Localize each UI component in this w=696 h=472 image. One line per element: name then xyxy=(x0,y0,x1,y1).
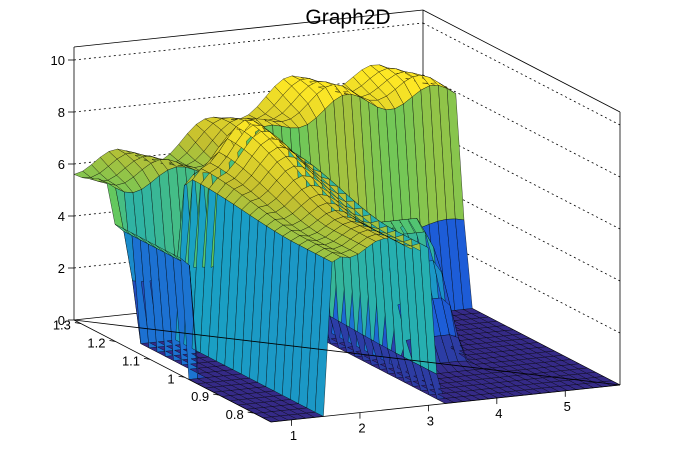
x-tick-label: 5 xyxy=(564,399,571,414)
y-tick-label: 1.1 xyxy=(122,353,140,368)
y-tick-mark xyxy=(213,393,220,396)
axes-layer xyxy=(68,47,621,426)
y-tick-label: 1.2 xyxy=(87,335,105,350)
right-wall-grid-line xyxy=(422,74,621,178)
y-tick-mark xyxy=(178,375,185,378)
y-tick-mark xyxy=(143,357,151,360)
z-tick-label: 2 xyxy=(58,261,65,276)
x-tick-labels: 1 2 3 4 5 xyxy=(290,399,571,443)
x-tick-label: 1 xyxy=(290,428,297,443)
back-wall-top-edge xyxy=(73,9,424,48)
z-tick-labels: 0 2 4 6 8 10 xyxy=(51,53,65,328)
y-tick-mark xyxy=(109,340,116,342)
floor-diagonal xyxy=(73,319,621,386)
y-tick-mark xyxy=(247,411,254,414)
back-wall-grid-line xyxy=(73,22,424,61)
y-tick-label: 1 xyxy=(167,371,174,386)
y-tick-label: 0.9 xyxy=(191,389,209,404)
y-tick-label: 0.8 xyxy=(226,407,244,422)
y-tick-mark xyxy=(74,322,81,324)
x-tick-label: 3 xyxy=(427,413,434,428)
y-tick-label: 1.3 xyxy=(53,318,71,333)
x-tick-label: 2 xyxy=(358,421,365,436)
right-wall-grid-line xyxy=(422,22,621,126)
x-axis-line xyxy=(270,384,621,423)
z-tick-label: 4 xyxy=(58,209,65,224)
y-tick-labels: 0.8 0.9 1 1.1 1.2 1.3 xyxy=(53,318,244,422)
right-wall-top-edge xyxy=(422,9,621,113)
z-tick-label: 0 xyxy=(58,313,65,328)
chart-title: Graph2D xyxy=(305,6,390,29)
z-tick-label: 6 xyxy=(58,157,65,172)
x-tick-label: 4 xyxy=(495,406,502,421)
back-wall-grid-line xyxy=(73,74,424,113)
y-axis-line xyxy=(73,319,272,423)
surface-layer xyxy=(73,64,621,423)
z-tick-label: 8 xyxy=(58,105,65,120)
z-tick-label: 10 xyxy=(51,53,65,68)
